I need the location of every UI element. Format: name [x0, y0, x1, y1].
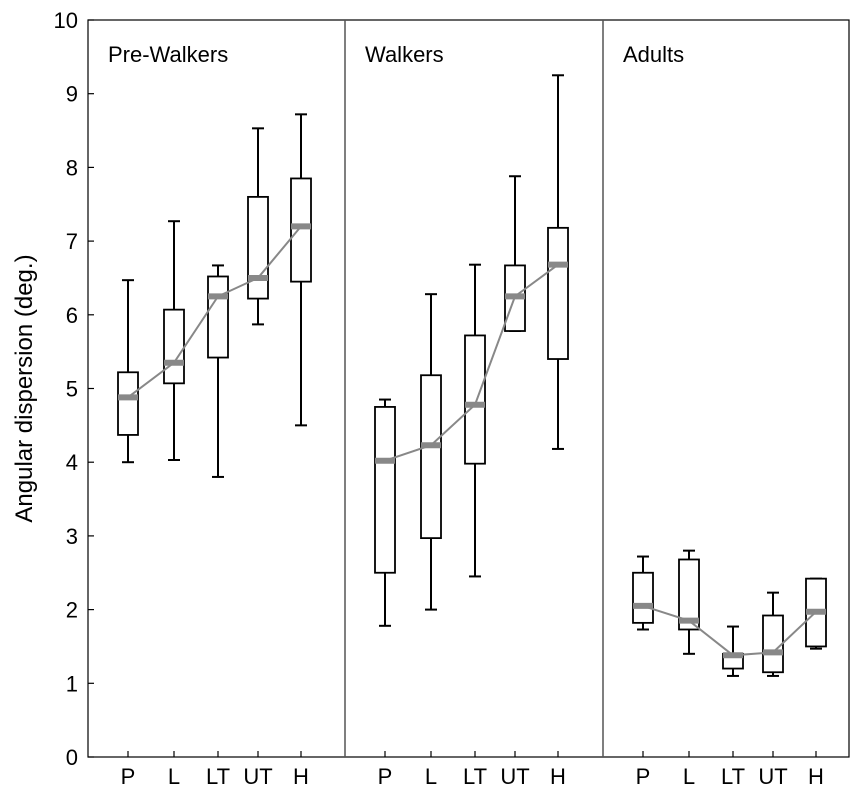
y-tick-label: 3 — [66, 524, 78, 549]
y-tick-label: 6 — [66, 303, 78, 328]
box — [374, 406, 396, 574]
box — [163, 308, 185, 385]
x-tick-label: UT — [758, 764, 787, 789]
box — [464, 334, 486, 465]
panel-title: Pre-Walkers — [108, 42, 228, 67]
box — [420, 374, 442, 540]
box — [207, 275, 229, 359]
median-trend-line — [642, 604, 817, 657]
x-tick-label: LT — [206, 764, 230, 789]
y-tick-label: 5 — [66, 377, 78, 402]
x-tick-label: P — [121, 764, 136, 789]
box — [762, 614, 784, 674]
y-axis-label: Angular dispersion (deg.) — [11, 254, 38, 522]
x-tick-label: LT — [463, 764, 487, 789]
box — [547, 226, 569, 360]
plot-area: 0 1 2 3 4 5 6 7 8 9 10 Angular dispersion (deg.) Pre… — [11, 8, 850, 789]
y-tick-label: 10 — [54, 8, 78, 33]
x-tick-label: H — [808, 764, 824, 789]
y-tick-label: 9 — [66, 82, 78, 107]
panel-title: Walkers — [365, 42, 444, 67]
box — [247, 195, 269, 300]
y-tick-label: 1 — [66, 671, 78, 696]
x-tick-label: P — [636, 764, 651, 789]
x-tick-label: P — [378, 764, 393, 789]
x-tick-label: L — [425, 764, 437, 789]
panel-title: Adults — [623, 42, 684, 67]
box — [678, 558, 700, 631]
y-tick-label: 4 — [66, 450, 78, 475]
x-tick-label: UT — [500, 764, 529, 789]
x-tick-label: UT — [243, 764, 272, 789]
y-tick-label: 8 — [66, 155, 78, 180]
x-tick-label: H — [293, 764, 309, 789]
y-tick-label: 0 — [66, 745, 78, 770]
box — [290, 177, 312, 283]
x-tick-label: L — [683, 764, 695, 789]
box — [632, 571, 654, 624]
y-tick-label: 2 — [66, 598, 78, 623]
box — [117, 371, 139, 436]
x-tick-label: H — [550, 764, 566, 789]
x-tick-label: LT — [721, 764, 745, 789]
y-tick-label: 7 — [66, 229, 78, 254]
x-tick-label: L — [168, 764, 180, 789]
